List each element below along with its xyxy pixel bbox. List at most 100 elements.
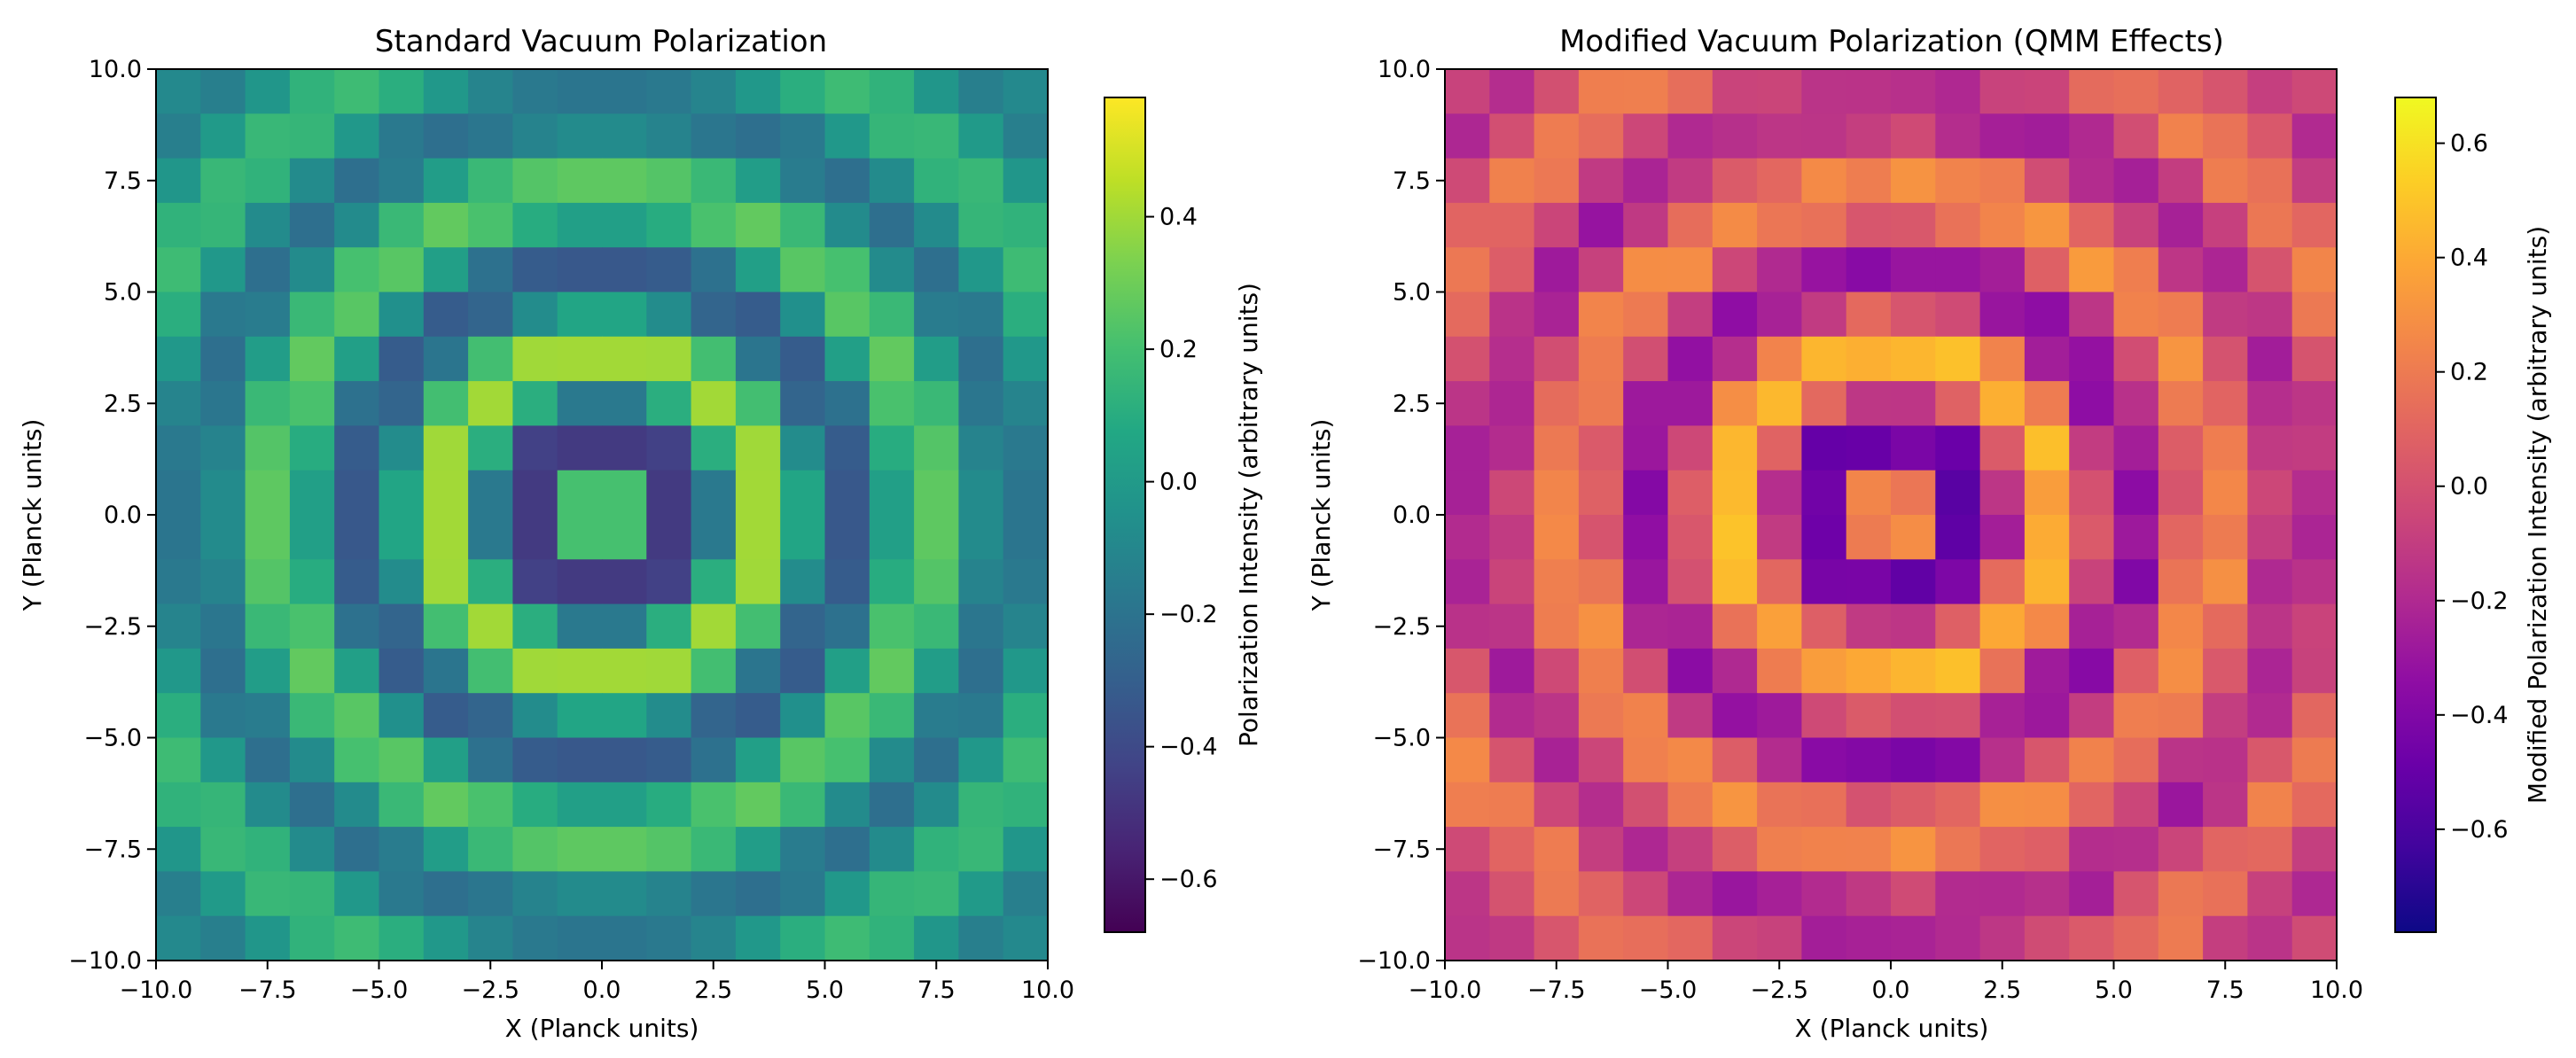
heatmap-cell xyxy=(602,782,647,828)
heatmap-cell xyxy=(423,915,469,961)
heatmap-cell xyxy=(1489,871,1535,917)
heatmap-cell xyxy=(334,158,380,204)
heatmap-cell xyxy=(735,915,781,961)
heatmap-cell xyxy=(334,425,380,471)
heatmap-cell xyxy=(1489,559,1535,605)
heatmap-cell xyxy=(1712,782,1758,828)
heatmap-cell xyxy=(512,827,558,872)
heatmap-cell xyxy=(1846,782,1892,828)
heatmap-cell xyxy=(869,693,915,739)
heatmap-cell xyxy=(289,782,335,828)
heatmap-cell xyxy=(1712,247,1758,293)
heatmap-cell xyxy=(2247,470,2293,516)
heatmap-cell xyxy=(2113,113,2159,159)
heatmap-cell xyxy=(1801,381,1847,426)
heatmap-cell xyxy=(289,737,335,783)
heatmap-cell xyxy=(334,603,380,650)
heatmap-cell xyxy=(156,381,201,426)
heatmap-cell xyxy=(958,158,1004,204)
heatmap-cell xyxy=(1935,381,1981,426)
heatmap-cell xyxy=(2203,915,2248,961)
heatmap-cell xyxy=(1003,425,1049,471)
heatmap-cell xyxy=(1667,827,1713,872)
heatmap-cell xyxy=(2291,871,2338,917)
heatmap-cell xyxy=(2247,559,2293,605)
heatmap-cell xyxy=(2024,603,2070,650)
heatmap-cell xyxy=(2024,559,2070,605)
heatmap-cell xyxy=(2024,69,2070,114)
heatmap-cell xyxy=(156,559,201,605)
heatmap-cell xyxy=(423,292,469,338)
heatmap-cell xyxy=(780,247,826,293)
heatmap-cell xyxy=(646,648,692,694)
heatmap-cell xyxy=(468,737,513,783)
heatmap-cell xyxy=(1757,69,1802,114)
heatmap-cell xyxy=(1003,158,1049,204)
heatmap-cell xyxy=(1667,247,1713,293)
heatmap-cell xyxy=(914,915,959,961)
heatmap-cell xyxy=(334,693,380,739)
heatmap-cell xyxy=(1846,247,1892,293)
y-tick-label: 5.0 xyxy=(1393,279,1431,307)
heatmap-cell xyxy=(1667,648,1713,694)
heatmap-cell xyxy=(1445,603,1490,650)
heatmap-cell xyxy=(468,381,513,426)
heatmap-cell xyxy=(289,158,335,204)
x-tick-label: 7.5 xyxy=(2206,976,2244,1004)
heatmap-cell xyxy=(602,470,647,516)
y-tick-label: 10.0 xyxy=(89,56,142,83)
heatmap-cell xyxy=(602,915,647,961)
heatmap-cell xyxy=(557,737,603,783)
heatmap-cell xyxy=(780,782,826,828)
heatmap-cell xyxy=(646,470,692,516)
heatmap-cell xyxy=(1801,648,1847,694)
y-tick-label: −7.5 xyxy=(83,836,142,863)
heatmap-cell xyxy=(2024,648,2070,694)
heatmap-cell xyxy=(780,827,826,872)
heatmap-cell xyxy=(2069,827,2115,872)
heatmap-cell xyxy=(2158,648,2204,694)
heatmap-cell xyxy=(1979,827,2026,872)
heatmap-cell xyxy=(1445,915,1490,961)
heatmap-cell xyxy=(869,782,915,828)
heatmap-cell xyxy=(1801,871,1847,917)
heatmap-cell xyxy=(1712,693,1758,739)
heatmap-cell xyxy=(869,425,915,471)
y-tick-label: 0.0 xyxy=(1393,502,1431,529)
heatmap-cell xyxy=(245,470,291,516)
heatmap-cell xyxy=(1979,247,2026,293)
heatmap-cell xyxy=(379,737,425,783)
heatmap-cell xyxy=(1623,247,1669,293)
y-tick-label: −7.5 xyxy=(1372,836,1431,863)
heatmap-cell xyxy=(156,292,201,338)
heatmap-cell xyxy=(1667,559,1713,605)
heatmap-cell xyxy=(557,336,603,382)
heatmap-cell xyxy=(334,827,380,872)
heatmap-cell xyxy=(289,425,335,471)
heatmap-cell xyxy=(1489,515,1535,560)
heatmap-cell xyxy=(468,782,513,828)
heatmap-cell xyxy=(691,470,737,516)
heatmap-cell xyxy=(423,648,469,694)
heatmap-cell xyxy=(958,648,1004,694)
heatmap-cell xyxy=(156,69,201,114)
y-axis-ticks: 10.0 7.5 5.0 2.5 0.0 −2.5 −5.0 −7.5 −10.0 xyxy=(68,56,156,975)
heatmap-cell xyxy=(557,559,603,605)
heatmap-cell xyxy=(1003,336,1049,382)
heatmap-cell xyxy=(2203,69,2248,114)
heatmap-cell xyxy=(2291,247,2338,293)
heatmap-cell xyxy=(1003,202,1049,248)
heatmap-cell xyxy=(468,648,513,694)
heatmap-cell xyxy=(468,158,513,204)
heatmap-cell xyxy=(512,515,558,560)
heatmap-cell xyxy=(423,693,469,739)
heatmap-cell xyxy=(780,202,826,248)
heatmap-cell xyxy=(869,871,915,917)
heatmap-cell xyxy=(2203,425,2248,471)
heatmap-cell xyxy=(334,381,380,426)
heatmap-cell xyxy=(2113,827,2159,872)
heatmap-cell xyxy=(512,202,558,248)
heatmap-cell xyxy=(1891,827,1936,872)
x-axis-label: X (Planck units) xyxy=(1795,1014,1989,1043)
heatmap-cell xyxy=(646,202,692,248)
